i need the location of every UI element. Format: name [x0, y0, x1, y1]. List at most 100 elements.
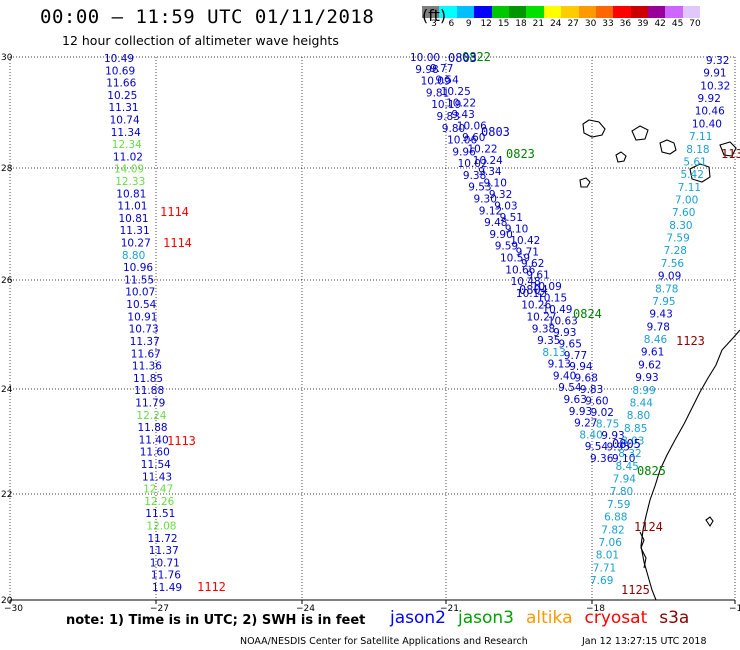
lon-tick-label: −27: [150, 604, 169, 614]
wave-height-value: 8.75: [596, 419, 619, 431]
pass-time-label: 0803: [448, 51, 477, 65]
lon-tick-label: −30: [4, 604, 23, 614]
pass-time-label: 0822: [462, 50, 491, 64]
wave-height-value: 12.08: [146, 521, 176, 533]
wave-height-value: 8.18: [686, 144, 709, 156]
canary-island-5: [579, 177, 591, 188]
wave-height-value: 9.27: [574, 418, 597, 430]
pass-time-label: 0804: [519, 283, 548, 297]
wave-height-value: 10.19: [431, 99, 461, 111]
wave-height-value: 8.80: [122, 250, 145, 262]
cryosat-track-west: 10.4910.6911.6610.2511.3110.7411.3412.34…: [104, 53, 182, 594]
wave-height-value: 8.30: [669, 220, 692, 232]
lat-tick-label: 30: [1, 53, 13, 63]
wave-height-value: 9.38: [463, 170, 486, 182]
wave-height-value: 8.46: [644, 334, 668, 346]
legend-bin-label: 33: [602, 19, 614, 29]
wave-height-value: 10.12: [516, 288, 546, 300]
wave-height-value: 9.92: [698, 93, 721, 105]
legend-bin-label: 15: [497, 19, 510, 29]
wave-height-value: 9.32: [489, 189, 512, 201]
wave-height-value: 10.46: [695, 106, 725, 118]
canary-island-7: [719, 141, 737, 157]
wave-height-value: 7.94: [613, 474, 637, 486]
wave-height-value: 10.63: [548, 315, 578, 327]
wave-height-value: 9.13: [548, 359, 571, 371]
wave-height-value: 9.77: [564, 350, 587, 362]
longitude-labels: −30 −27 −24 −21 −18 −15: [4, 604, 740, 614]
wave-height-value: 10.24: [473, 155, 503, 167]
legend-swatch: [456, 6, 475, 18]
satellite-name: cryosat: [584, 608, 648, 628]
pass-time-label: 1125: [621, 583, 650, 597]
wave-height-value: 10.22: [468, 143, 498, 155]
altimeter-track-east: 9.329.9110.329.9210.4610.407.118.185.615…: [590, 55, 730, 587]
wave-height-value: 10.96: [123, 262, 153, 274]
wave-height-value: 11.72: [148, 533, 178, 545]
legend-labels: 3 6 9 12 15 18 21 24 27 30 33 36 39 42 45 70: [422, 18, 740, 32]
wave-height-value: 9.54: [585, 441, 609, 453]
wave-height-value: 10.81: [116, 188, 146, 200]
wave-height-value: 10.32: [700, 80, 730, 92]
wave-height-value: 10.22: [446, 97, 476, 109]
wave-height-value: 9.98: [415, 64, 438, 76]
wave-height-value: 10.42: [510, 235, 540, 247]
small-island: [705, 516, 714, 528]
wave-height-value: 14.09: [114, 164, 144, 176]
wave-height-value: 9.03: [494, 201, 517, 213]
wave-height-value: 11.60: [140, 447, 170, 459]
legend-swatch: [561, 6, 579, 18]
lon-tick-label: −18: [586, 604, 605, 614]
wave-height-value: 11.55: [124, 274, 154, 286]
legend-bin-label: 30: [584, 19, 597, 29]
wave-height-value: 8.44: [630, 397, 654, 409]
wave-height-value: 9.54: [558, 382, 582, 394]
wave-height-value: 9.48: [484, 217, 507, 229]
wave-height-value: 10.74: [110, 115, 140, 127]
wave-height-value: 10.25: [441, 86, 471, 98]
legend-bin-label: 18: [515, 19, 527, 29]
wave-height-value: 9.83: [580, 384, 603, 396]
axis-frame: [9, 599, 736, 604]
wave-height-value: 5.42: [681, 169, 704, 181]
wave-height-value: 10.09: [421, 76, 451, 88]
legend-swatch: [543, 6, 562, 18]
wave-height-value: 7.71: [593, 562, 616, 574]
legend-bin-label: 27: [567, 19, 579, 29]
wave-height-value: 7.28: [664, 245, 687, 257]
wave-height-value: 9.60: [585, 396, 608, 408]
legend-unit: (ft): [422, 6, 447, 25]
legend-bin-label: 12: [480, 19, 492, 29]
jason-track-b: 9.779.5410.2510.229.4310.069.6010.2210.2…: [430, 63, 635, 465]
pass-time-label: 1114: [163, 236, 192, 250]
lat-tick-label: 28: [1, 164, 13, 174]
wave-height-value: 9.10: [484, 178, 507, 190]
wave-height-value: 9.78: [647, 321, 670, 333]
wave-height-value: 9.80: [442, 123, 465, 135]
legend-swatch: [474, 6, 492, 18]
legend-bin-label: 21: [532, 19, 545, 29]
lat-tick-label: 22: [1, 490, 12, 500]
wave-height-value: 7.00: [675, 195, 698, 207]
legend-bin-label: 6: [448, 19, 455, 29]
wave-height-value: 9.32: [706, 55, 729, 67]
wave-height-value: 11.49: [152, 582, 182, 594]
wave-height-value: 8.01: [596, 550, 619, 562]
wave-height-value: 9.93: [601, 430, 624, 442]
wave-height-value: 10.27: [527, 312, 557, 324]
wave-height-value: 9.93: [635, 372, 658, 384]
legend-bin-label: 42: [654, 19, 666, 29]
lat-tick-label: 20: [1, 596, 13, 606]
wave-height-value: 6.88: [604, 512, 627, 524]
legend-swatch: [439, 6, 457, 18]
pass-time-label: 0823: [506, 147, 535, 161]
legend-swatch: [613, 6, 631, 18]
wave-height-value: 7.11: [689, 131, 712, 143]
wave-height-value: 9.94: [569, 361, 593, 373]
satellite-name: s3a: [659, 608, 690, 628]
wave-height-value: 9.81: [426, 87, 449, 99]
satellite-legend: jason2 jason3 altika cryosat s3a: [390, 608, 701, 628]
wave-height-value: 9.95: [607, 442, 630, 454]
